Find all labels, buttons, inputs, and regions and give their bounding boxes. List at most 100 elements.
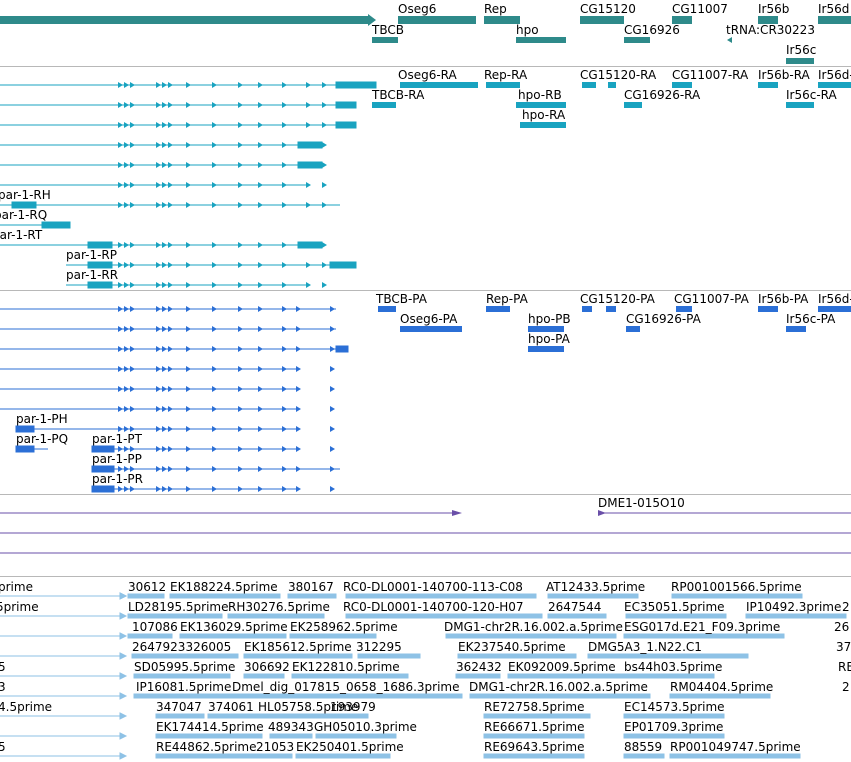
est-label: RP001001566.5prime [671, 580, 802, 594]
est-label: prime [0, 580, 33, 594]
est-label: 2647544 [548, 600, 602, 614]
est-label: 380167 [288, 580, 334, 594]
gene-feature[interactable] [758, 16, 778, 24]
transcript-models[interactable] [0, 0, 851, 300]
track-separator [0, 290, 851, 291]
est-label: 88559 [624, 740, 663, 754]
transcript-label: hpo-RB [518, 88, 562, 102]
transcript-label: TBCB-RA [372, 88, 425, 102]
transcript-label: CG11007-RA [672, 68, 749, 82]
transcript-label: hpo-RA [522, 108, 566, 122]
protein-label: hpo-PA [528, 332, 570, 346]
gene-feature[interactable] [372, 37, 398, 43]
protein-label: Oseg6-PA [400, 312, 458, 326]
protein-label: CG11007-PA [674, 292, 749, 306]
protein-label: Ir56d- [818, 292, 851, 306]
transcript-label: Oseg6-RA [398, 68, 457, 82]
transcript-label: par-1-RP [66, 248, 118, 262]
protein-models[interactable] [0, 0, 851, 500]
est-label: EK174414.5prime [156, 720, 264, 734]
est-label: bs44h03.5prime [624, 660, 723, 674]
gene-feature[interactable] [580, 16, 624, 24]
est-label: SD05995.5prime [134, 660, 236, 674]
protein-label: hpo-PB [528, 312, 571, 326]
gene-label: Oseg6 [398, 2, 437, 16]
gene-label: CG16926 [624, 23, 680, 37]
est-label: IP10492.3prime [746, 600, 842, 614]
protein-label: par-1-PR [92, 472, 144, 486]
est-label: 37 [836, 640, 851, 654]
protein-label: par-1-PH [16, 412, 68, 426]
est-label: ESG017d.E21_F09.3prime [624, 620, 781, 634]
gene-feature[interactable] [484, 16, 520, 24]
gene-feature[interactable] [624, 37, 650, 43]
est-label: RE44862.5prime [156, 740, 257, 754]
protein-label: CG16926-PA [626, 312, 701, 326]
est-label: 2647923326005 [132, 640, 232, 654]
est-label: EK136029.5prime [180, 620, 288, 634]
est-label: 5prime [0, 600, 39, 614]
gene-label: Ir56b [758, 2, 790, 16]
gene-label: CG11007 [672, 2, 728, 16]
protein-label: CG15120-PA [580, 292, 655, 306]
est-label: RM04404.5prime [670, 680, 774, 694]
transcript-label: Ir56d- [818, 68, 851, 82]
protein-label: Rep-PA [486, 292, 528, 306]
transcript-label: par-1-RQ [0, 208, 48, 222]
est-label: 4.5prime [0, 700, 53, 714]
gene-arrow-heads [368, 14, 376, 26]
est-label: 489343 [268, 720, 314, 734]
alignment-label: DME1-015O10 [598, 496, 685, 510]
gene-label: CG15120 [580, 2, 636, 16]
est-label: GH05010.3prime [314, 720, 417, 734]
protein-label: Ir56b-PA [758, 292, 809, 306]
transcript-label: CG15120-RA [580, 68, 657, 82]
gene-label: Ir56d [818, 2, 850, 16]
est-label: DMG5A3_1.N22.C1 [588, 640, 702, 654]
est-label: EP01709.3prime [624, 720, 724, 734]
est-label: IP16081.5prime [136, 680, 232, 694]
transcript-label: par-1-RR [66, 268, 119, 282]
est-label: EK258962.5prime [290, 620, 398, 634]
gene-label: Rep [484, 2, 507, 16]
est-label: HL05758.5prime [258, 700, 359, 714]
gene-feature[interactable] [0, 16, 368, 24]
est-label: 21053 [256, 740, 295, 754]
est-label: 347047 [156, 700, 202, 714]
est-label: 107086 [132, 620, 178, 634]
est-label: RP001049747.5prime [670, 740, 801, 754]
est-label: RH30276.5prime [228, 600, 330, 614]
alignment-features[interactable] [0, 0, 851, 580]
est-label: Dmel_dig_017815_0658_1686.3prime [232, 680, 460, 694]
gene-feature[interactable] [516, 37, 566, 43]
est-label: 2 [842, 600, 850, 614]
gene-feature[interactable] [398, 16, 476, 24]
track-separator [0, 66, 851, 67]
est-label: 5 [0, 660, 6, 674]
gene-label: tRNA:CR30223 [726, 23, 815, 37]
est-label: 30612 [128, 580, 167, 594]
gene-small-features [727, 37, 814, 64]
protein-label: TBCB-PA [376, 292, 427, 306]
transcript-label: par-1-RT [0, 228, 43, 242]
protein-label: Ir56c-PA [786, 312, 836, 326]
est-label: EC14573.5prime [624, 700, 725, 714]
transcript-label: par-1-RH [0, 188, 51, 202]
gene-feature[interactable] [818, 16, 851, 24]
est-label: EK188224.5prime [170, 580, 278, 594]
est-label: AT12433.5prime [546, 580, 646, 594]
gene-feature[interactable] [672, 16, 692, 24]
est-label: 3 [0, 680, 6, 694]
est-label: EK122810.5prime [292, 660, 400, 674]
est-label: RC0-DL0001-140700-120-H07 [343, 600, 524, 614]
protein-label: par-1-PT [92, 432, 142, 446]
est-label: LD28195.5prime [128, 600, 229, 614]
est-label: RC0-DL0001-140700-113-C08 [343, 580, 523, 594]
protein-label: par-1-PP [92, 452, 142, 466]
gene-label: Ir56c [786, 43, 817, 57]
est-label: 26 [834, 620, 850, 634]
est-label: RE72758.5prime [484, 700, 585, 714]
est-label: RE69643.5prime [484, 740, 585, 754]
